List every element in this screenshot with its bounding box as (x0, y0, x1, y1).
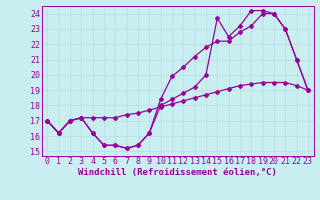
X-axis label: Windchill (Refroidissement éolien,°C): Windchill (Refroidissement éolien,°C) (78, 168, 277, 177)
